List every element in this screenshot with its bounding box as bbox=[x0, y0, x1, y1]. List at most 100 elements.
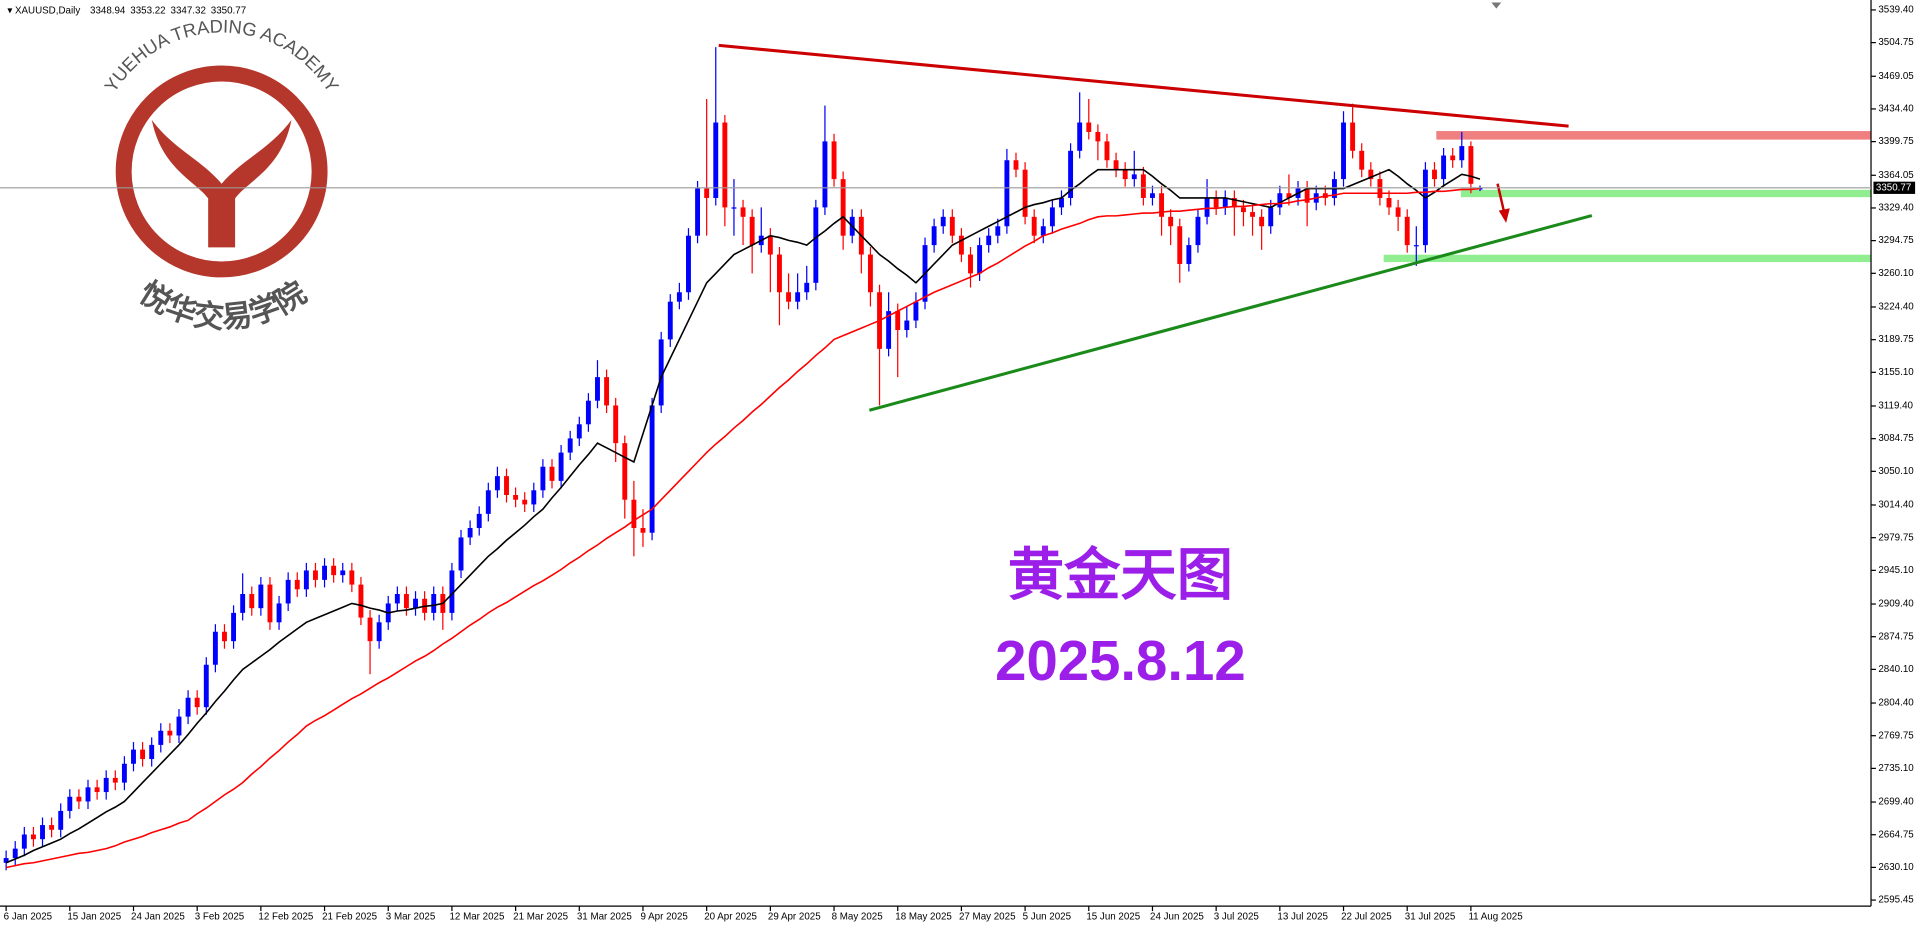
candle-body bbox=[986, 235, 992, 246]
y-tick-label: 3119.40 bbox=[1878, 401, 1913, 412]
x-tick-label: 3 Jul 2025 bbox=[1214, 912, 1260, 923]
candle-body bbox=[376, 622, 382, 642]
candle-body bbox=[158, 730, 164, 745]
candle-body bbox=[276, 603, 282, 623]
candle-body bbox=[786, 292, 791, 302]
x-tick-label: 12 Mar 2025 bbox=[449, 912, 504, 923]
candle-body bbox=[767, 235, 773, 255]
x-tick-label: 3 Feb 2025 bbox=[195, 912, 245, 923]
candle-body bbox=[1259, 216, 1265, 227]
candle-body bbox=[695, 188, 701, 236]
axes: 3539.40 3504.75 3469.05 3434.40 3399.75 3364.… bbox=[0, 5, 1916, 923]
x-tick-label: 21 Feb 2025 bbox=[322, 912, 377, 923]
candle-body bbox=[1213, 197, 1219, 208]
candle-body bbox=[340, 570, 346, 576]
candle-body bbox=[358, 584, 364, 618]
y-tick-label: 2664.75 bbox=[1878, 829, 1914, 840]
y-tick-label: 2699.40 bbox=[1878, 797, 1914, 808]
candle-body bbox=[313, 570, 318, 580]
close-value: 3350.77 bbox=[211, 6, 246, 17]
candle-body bbox=[1040, 226, 1046, 236]
plot bbox=[3, 47, 1483, 871]
candle-body bbox=[176, 716, 182, 736]
candle-body bbox=[121, 763, 127, 783]
candle-body bbox=[958, 235, 964, 255]
candle-body bbox=[1031, 216, 1037, 236]
price-tag bbox=[1873, 181, 1916, 194]
candle-body bbox=[149, 744, 155, 760]
candle-body bbox=[403, 594, 409, 609]
candle-body bbox=[331, 565, 337, 576]
candle-body bbox=[867, 254, 873, 293]
x-tick-label: 24 Jun 2025 bbox=[1150, 912, 1204, 923]
support-trendline bbox=[868, 214, 1593, 412]
support-zone bbox=[1460, 189, 1872, 198]
candle-body bbox=[212, 631, 218, 665]
candle-body bbox=[1450, 155, 1456, 161]
candle-body bbox=[1468, 146, 1474, 184]
x-tick-label: 20 Apr 2025 bbox=[704, 912, 757, 923]
candle-body bbox=[640, 528, 646, 533]
candle-body bbox=[131, 749, 136, 764]
candle-body bbox=[913, 301, 919, 321]
candle-body bbox=[394, 594, 400, 604]
y-tick-label: 2874.75 bbox=[1878, 631, 1914, 642]
x-tick-label: 11 Aug 2025 bbox=[1468, 912, 1523, 923]
candle-body bbox=[40, 825, 45, 840]
candle-body bbox=[1068, 150, 1074, 198]
candle-body bbox=[1422, 169, 1428, 246]
candle-body bbox=[813, 207, 819, 283]
candle-body bbox=[58, 810, 64, 830]
candle-body bbox=[12, 848, 18, 859]
moving-average bbox=[5, 187, 1481, 869]
y-tick-label: 2735.10 bbox=[1878, 763, 1914, 774]
candle-body bbox=[731, 207, 737, 209]
candle-body bbox=[231, 612, 237, 642]
candle-body bbox=[1104, 141, 1110, 161]
candle-body bbox=[21, 834, 27, 849]
arrow-head bbox=[1498, 208, 1510, 223]
candle-body bbox=[413, 598, 418, 609]
y-tick-label: 3050.10 bbox=[1878, 466, 1914, 477]
candle-body bbox=[85, 787, 91, 802]
candle-body bbox=[749, 216, 755, 246]
resistance-trendline bbox=[718, 43, 1569, 128]
candle-body bbox=[513, 495, 519, 500]
candle-body bbox=[522, 499, 528, 505]
candle-body bbox=[303, 570, 309, 590]
candle-body bbox=[1013, 160, 1019, 170]
x-tick-label: 6 Jan 2025 bbox=[4, 912, 53, 923]
candle-body bbox=[494, 476, 500, 491]
y-tick-label: 2804.40 bbox=[1878, 698, 1914, 709]
candle-body bbox=[722, 122, 728, 208]
candle-body bbox=[1432, 169, 1437, 180]
candle-body bbox=[667, 301, 673, 340]
candle-body bbox=[1113, 160, 1119, 170]
candle-body bbox=[1277, 193, 1283, 208]
resistance-zone bbox=[1436, 131, 1872, 140]
candle-body bbox=[595, 377, 600, 401]
candle-body bbox=[1159, 193, 1165, 217]
chart-subtitle: 2025.8.12 bbox=[995, 629, 1246, 692]
y-tick-label: 3399.75 bbox=[1878, 136, 1914, 147]
candle-body bbox=[285, 579, 291, 604]
candle-body bbox=[968, 254, 973, 274]
candle-body bbox=[349, 570, 355, 585]
candle-body bbox=[558, 452, 564, 481]
x-tick-label: 3 Mar 2025 bbox=[386, 912, 436, 923]
candle-body bbox=[567, 438, 573, 453]
x-tick-label: 29 Apr 2025 bbox=[768, 912, 821, 923]
candle-body bbox=[1404, 216, 1410, 246]
y-tick-label: 3434.40 bbox=[1878, 104, 1914, 115]
zones bbox=[1383, 131, 1872, 263]
y-tick-label: 2979.75 bbox=[1878, 532, 1914, 543]
candle-body bbox=[1022, 169, 1028, 217]
low-value: 3347.32 bbox=[171, 6, 206, 17]
candle-body bbox=[740, 207, 746, 217]
candle-body bbox=[112, 777, 118, 783]
candle-body bbox=[1368, 169, 1374, 180]
candle-body bbox=[649, 405, 655, 533]
y-tick-label: 3539.40 bbox=[1878, 5, 1914, 16]
candle-body bbox=[103, 777, 109, 793]
